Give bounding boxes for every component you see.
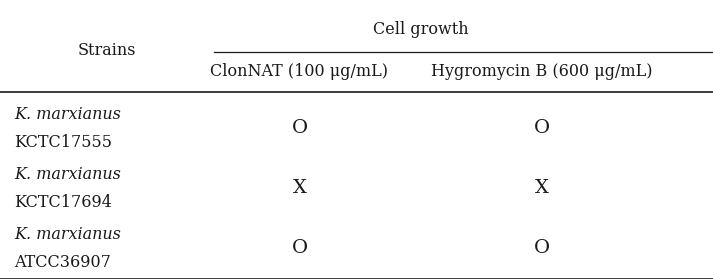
Text: O: O	[534, 119, 550, 137]
Text: X: X	[292, 179, 307, 197]
Text: Strains: Strains	[78, 42, 136, 59]
Text: ATCC36907: ATCC36907	[14, 254, 111, 271]
Text: O: O	[292, 119, 307, 137]
Text: Cell growth: Cell growth	[373, 21, 468, 38]
Text: X: X	[535, 179, 549, 197]
Text: O: O	[534, 239, 550, 257]
Text: O: O	[292, 239, 307, 257]
Text: ClonNAT (100 μg/mL): ClonNAT (100 μg/mL)	[210, 63, 389, 80]
Text: KCTC17694: KCTC17694	[14, 194, 112, 211]
Text: K. marxianus: K. marxianus	[14, 166, 121, 183]
Text: KCTC17555: KCTC17555	[14, 134, 112, 151]
Text: K. marxianus: K. marxianus	[14, 226, 121, 243]
Text: Hygromycin B (600 μg/mL): Hygromycin B (600 μg/mL)	[431, 63, 652, 80]
Text: K. marxianus: K. marxianus	[14, 106, 121, 123]
